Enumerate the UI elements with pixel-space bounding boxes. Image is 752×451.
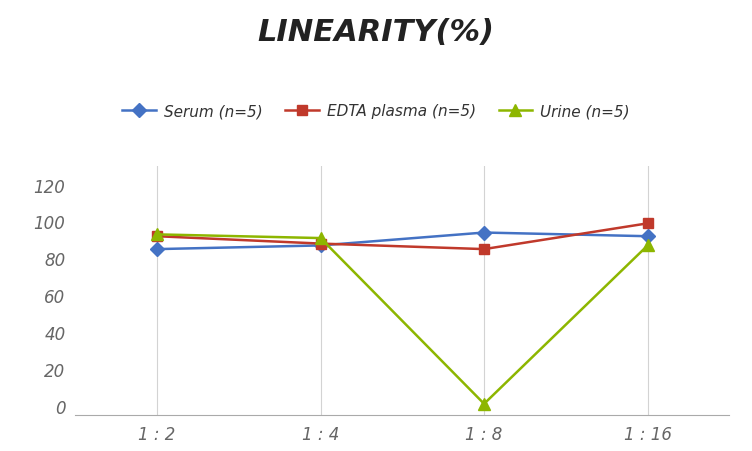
- Urine (n=5): [480, 401, 489, 407]
- Line: Serum (n=5): Serum (n=5): [152, 228, 653, 254]
- Urine (n=5): [316, 236, 325, 241]
- Serum (n=5): [480, 230, 489, 236]
- Text: LINEARITY(%): LINEARITY(%): [257, 18, 495, 47]
- Line: EDTA plasma (n=5): EDTA plasma (n=5): [152, 219, 653, 254]
- Serum (n=5): [153, 247, 162, 252]
- EDTA plasma (n=5): [316, 241, 325, 247]
- Urine (n=5): [643, 243, 652, 249]
- Urine (n=5): [153, 232, 162, 238]
- EDTA plasma (n=5): [643, 221, 652, 226]
- Legend: Serum (n=5), EDTA plasma (n=5), Urine (n=5): Serum (n=5), EDTA plasma (n=5), Urine (n…: [117, 98, 635, 125]
- Line: Urine (n=5): Urine (n=5): [151, 229, 653, 410]
- EDTA plasma (n=5): [480, 247, 489, 252]
- EDTA plasma (n=5): [153, 234, 162, 239]
- Serum (n=5): [643, 234, 652, 239]
- Serum (n=5): [316, 243, 325, 249]
